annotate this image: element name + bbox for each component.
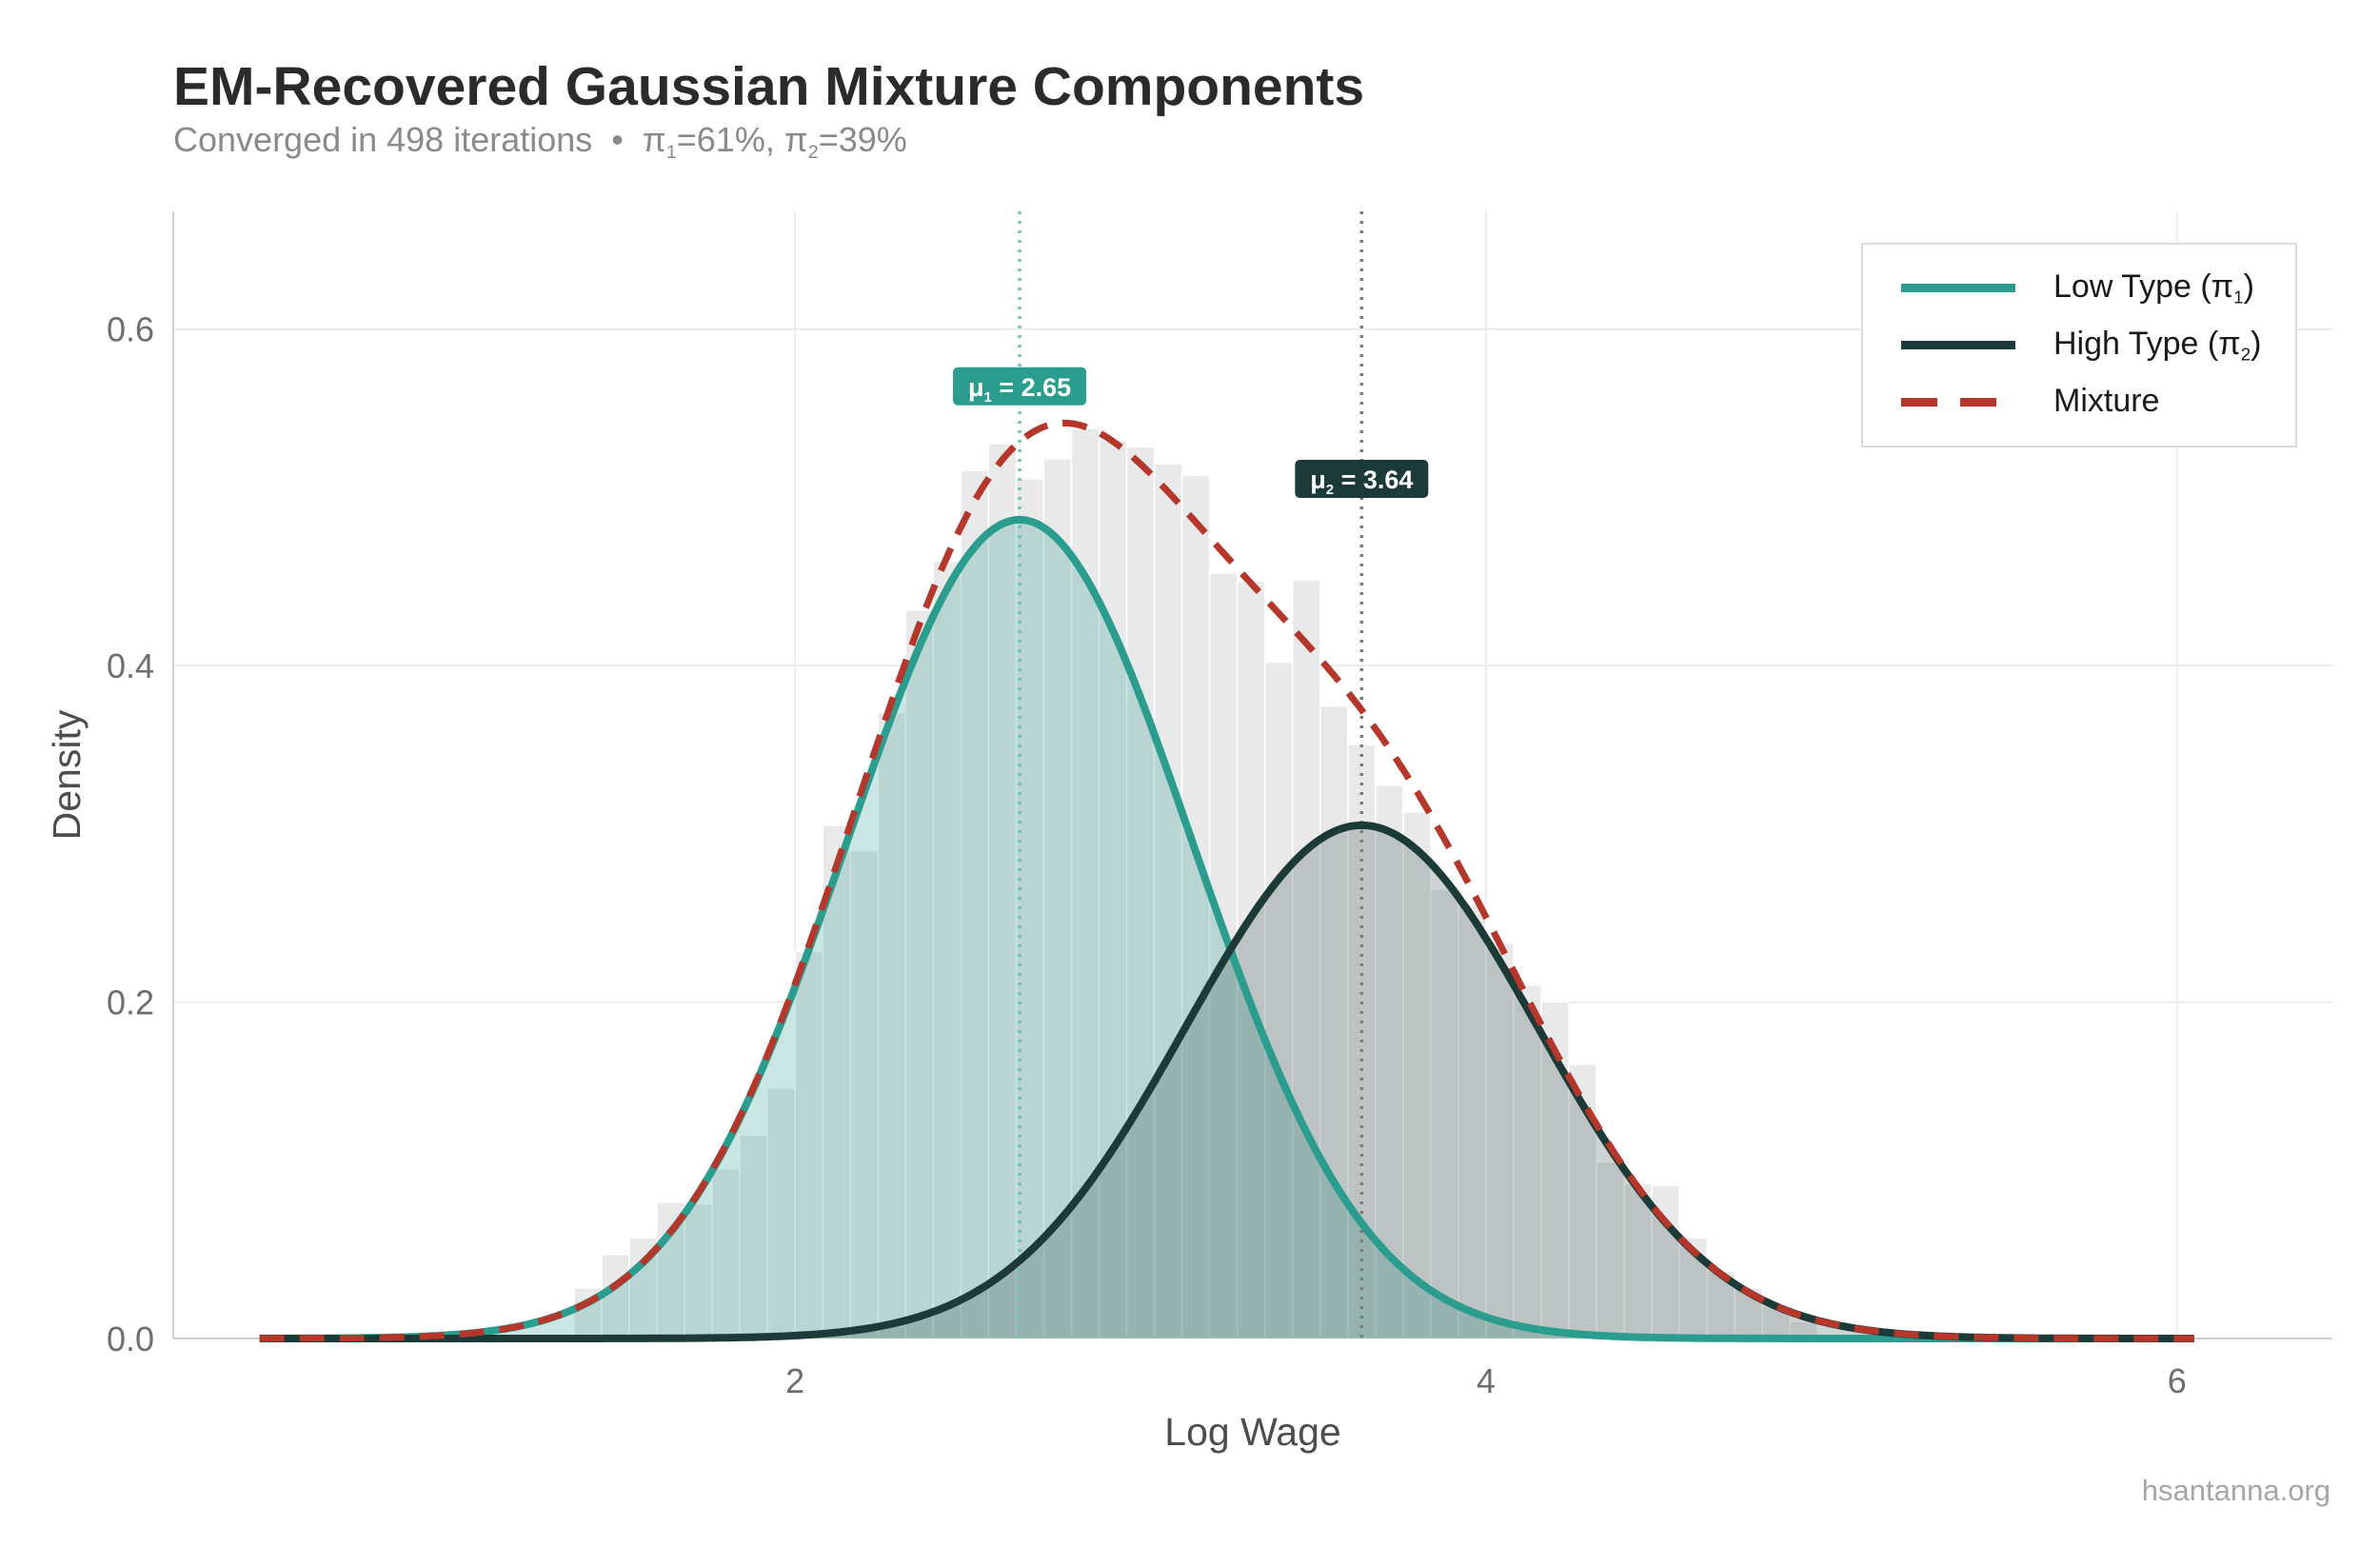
histogram-bar bbox=[987, 443, 1018, 1339]
y-tick-label: 0.6 bbox=[107, 310, 154, 349]
histogram-bar bbox=[711, 1167, 741, 1339]
histogram-bar bbox=[1430, 888, 1459, 1339]
histogram-bar bbox=[822, 824, 851, 1339]
legend-swatch-low bbox=[1901, 284, 2015, 292]
high-type-area bbox=[259, 824, 2194, 1339]
mean-label-box bbox=[953, 367, 1087, 406]
mixture-curve bbox=[259, 419, 2194, 1342]
histogram-bar bbox=[684, 1202, 713, 1339]
low-type-area bbox=[259, 519, 2194, 1339]
histogram-bar bbox=[1291, 579, 1321, 1339]
histogram-bar bbox=[1458, 903, 1487, 1339]
legend-label-low: Low Type (π1) bbox=[2053, 268, 2254, 307]
chart-legend: Low Type (π1) High Type (π2) Mixture bbox=[1861, 243, 2297, 447]
histogram-bar bbox=[1236, 581, 1266, 1339]
histogram-bar bbox=[1180, 474, 1211, 1339]
chart-title: EM-Recovered Gaussian Mixture Components bbox=[173, 56, 1365, 117]
histogram-bar bbox=[1042, 458, 1073, 1339]
histogram-bar bbox=[1485, 942, 1515, 1339]
mean-annotation-1: μ1 = 2.65 bbox=[953, 367, 1087, 406]
histogram-bar bbox=[849, 849, 880, 1339]
legend-swatch-high bbox=[1901, 341, 2015, 349]
legend-item-low: Low Type (π1) bbox=[1863, 259, 2295, 316]
legend-label-mixture: Mixture bbox=[2053, 383, 2160, 419]
legend-item-mixture: Mixture bbox=[1863, 373, 2295, 430]
histogram-bar bbox=[1319, 704, 1349, 1339]
histogram-bar bbox=[1402, 811, 1432, 1339]
mean-label-box bbox=[1295, 459, 1429, 498]
subtitle-separator: • bbox=[611, 120, 624, 159]
chart-subtitle: Converged in 498 iterations • π1=61%, π2… bbox=[173, 120, 907, 163]
y-tick-label: 0.4 bbox=[107, 646, 154, 685]
legend-swatch-mixture bbox=[1901, 398, 2015, 407]
histogram-bar bbox=[1153, 463, 1183, 1339]
subtitle-pi1: =61%, bbox=[676, 120, 775, 159]
x-tick-label: 2 bbox=[785, 1361, 804, 1400]
subtitle-iterations: Converged in 498 iterations bbox=[173, 120, 593, 159]
x-tick-label: 6 bbox=[2168, 1361, 2187, 1400]
mean-label-text: μ1 = 2.65 bbox=[968, 373, 1071, 406]
histogram-bar bbox=[1596, 1160, 1625, 1339]
histogram-bar bbox=[1263, 661, 1294, 1339]
mean-annotation-2: μ2 = 3.64 bbox=[1295, 459, 1429, 498]
histogram-bar bbox=[904, 609, 935, 1339]
x-tick-label: 4 bbox=[1477, 1361, 1496, 1400]
y-tick-label: 0.2 bbox=[107, 983, 154, 1022]
mean-label-text: μ2 = 3.64 bbox=[1310, 466, 1413, 498]
x-axis-title: Log Wage bbox=[1164, 1410, 1340, 1454]
legend-label-high: High Type (π2) bbox=[2053, 326, 2262, 365]
y-tick-label: 0.0 bbox=[107, 1319, 154, 1359]
y-axis-title: Density bbox=[45, 709, 89, 840]
legend-item-high: High Type (π2) bbox=[1863, 316, 2295, 373]
source-caption: hsantanna.org bbox=[2141, 1474, 2330, 1507]
histogram-bar bbox=[877, 711, 907, 1339]
histogram-bar bbox=[1098, 439, 1128, 1339]
histogram-bar bbox=[932, 560, 962, 1339]
subtitle-pi2: =39% bbox=[818, 120, 907, 159]
